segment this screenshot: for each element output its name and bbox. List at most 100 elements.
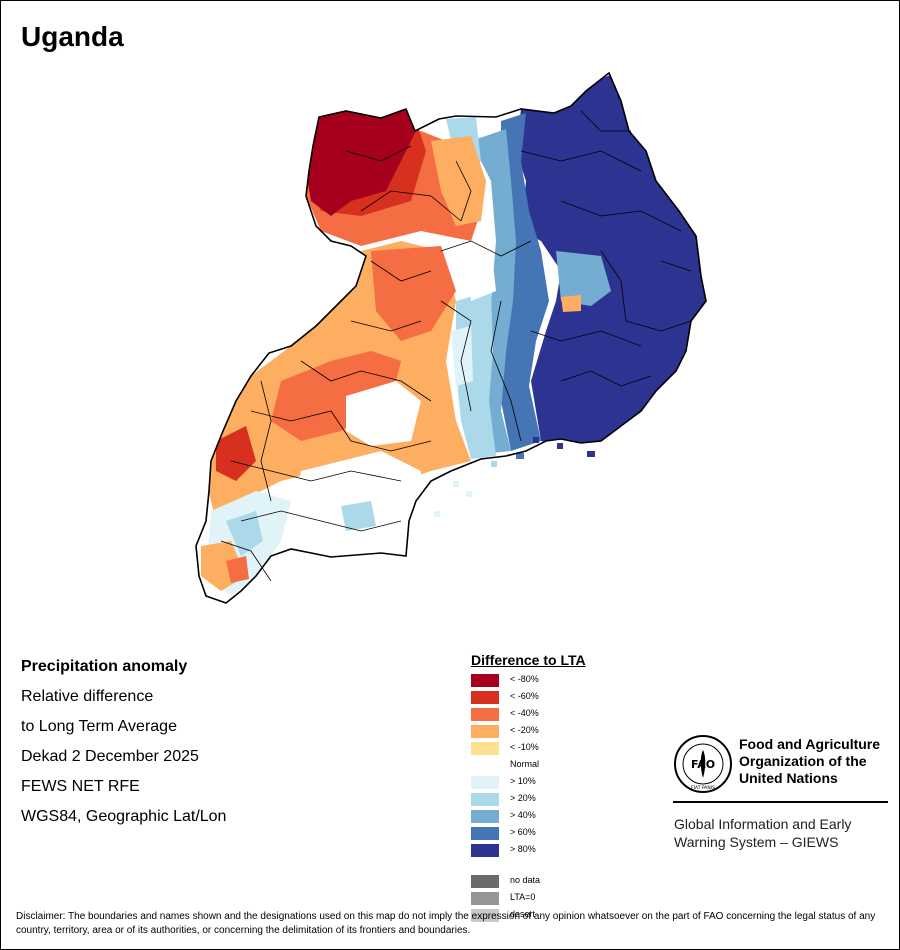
legend-label: < -10% xyxy=(510,742,539,752)
legend-row: > 20% xyxy=(471,792,586,809)
district-line xyxy=(440,240,532,257)
anomaly-zone-normal-north xyxy=(466,246,496,301)
map-info: Precipitation anomaly Relative differenc… xyxy=(21,656,226,836)
legend-extra-label: LTA=0 xyxy=(510,892,536,902)
shore-pixel xyxy=(453,481,459,487)
fao-name-line2: Organization of the xyxy=(739,753,867,769)
legend-items: < -80% < -60% < -40% < -20% < -10% Normal > 10… xyxy=(471,673,586,860)
fao-logo-icon: FAO FIAT PANIS xyxy=(674,735,732,793)
shore-pixel xyxy=(434,511,440,517)
legend-swatch xyxy=(471,810,499,823)
district-line xyxy=(440,300,472,412)
district-line xyxy=(560,370,652,387)
legend-row: < -60% xyxy=(471,690,586,707)
district-line xyxy=(560,200,682,232)
legend-row: < -40% xyxy=(471,707,586,724)
legend-swatch xyxy=(471,674,499,687)
fao-divider xyxy=(673,801,888,803)
disclaimer: Disclaimer: The boundaries and names sho… xyxy=(16,911,876,936)
district-line xyxy=(490,300,522,442)
legend-swatch xyxy=(471,742,499,755)
legend-label: < -80% xyxy=(510,674,539,684)
legend-swatch xyxy=(471,725,499,738)
anomaly-zone-normal-central xyxy=(346,381,421,446)
legend-extra-row: LTA=0 xyxy=(471,891,586,908)
district-line xyxy=(520,150,642,172)
legend-extra-swatch xyxy=(471,875,499,888)
legend-label: < -60% xyxy=(510,691,539,701)
legend-extra-swatch xyxy=(471,909,499,922)
district-line xyxy=(530,330,642,347)
anomaly-zone-lt80-northwest xyxy=(306,109,415,216)
district-line xyxy=(230,460,402,482)
anomaly-zone-lt20-east-spot xyxy=(561,295,581,312)
legend-row: Normal xyxy=(471,758,586,775)
anomaly-zone-gt40-patch xyxy=(556,251,611,306)
legend-row: < -10% xyxy=(471,741,586,758)
legend-swatch xyxy=(471,776,499,789)
legend-label: < -20% xyxy=(510,725,539,735)
legend-row: > 80% xyxy=(471,843,586,860)
legend-row: > 60% xyxy=(471,826,586,843)
legend-row: < -80% xyxy=(471,673,586,690)
district-line xyxy=(240,510,402,532)
district-line xyxy=(300,360,432,402)
legend-row: < -20% xyxy=(471,724,586,741)
giews-line1: Global Information and Early xyxy=(674,816,852,832)
anomaly-zone-gt60-band xyxy=(501,113,549,451)
district-line xyxy=(250,410,432,452)
fao-logo-motto: FIAT PANIS xyxy=(691,785,715,791)
shore-pixel xyxy=(466,491,472,497)
shore-pixel xyxy=(533,437,539,443)
legend-swatch xyxy=(471,793,499,806)
legend-extra-row: desert xyxy=(471,908,586,925)
legend-label: > 20% xyxy=(510,793,536,803)
district-line xyxy=(455,160,472,222)
district-line xyxy=(220,540,272,582)
shore-pixel xyxy=(587,451,595,457)
legend-label: Normal xyxy=(510,759,540,769)
legend-swatch xyxy=(471,759,499,772)
legend-swatch xyxy=(471,708,499,721)
anomaly-zone-lt40-southwest xyxy=(226,556,249,583)
legend-extra-row: no data xyxy=(471,874,586,891)
legend-label: < -40% xyxy=(510,708,539,718)
legend-label: > 10% xyxy=(510,776,536,786)
legend-title: Difference to LTA xyxy=(471,652,586,668)
info-line2: to Long Term Average xyxy=(21,718,177,735)
district-line xyxy=(345,145,412,162)
fao-name-line3: United Nations xyxy=(739,770,838,786)
shore-pixel xyxy=(557,443,563,449)
anomaly-zone-lt20-northcentral xyxy=(431,136,486,226)
district-line xyxy=(600,250,692,332)
district-line xyxy=(260,380,272,502)
map-title: Uganda xyxy=(21,21,124,52)
legend-row: > 40% xyxy=(471,809,586,826)
district-boundaries xyxy=(220,110,692,582)
giews-line2: Warning System – GIEWS xyxy=(674,834,839,850)
legend-swatch xyxy=(471,827,499,840)
legend-swatch xyxy=(471,691,499,704)
district-line xyxy=(660,260,692,272)
info-period: Dekad 2 December 2025 xyxy=(21,748,199,765)
anomaly-zone-gt20-southwest xyxy=(226,511,263,556)
info-source: FEWS NET RFE xyxy=(21,778,140,795)
anomaly-zone-lt60-southwest xyxy=(216,426,256,481)
shore-pixel xyxy=(491,461,497,467)
legend-extra-label: desert xyxy=(510,909,536,919)
legend-swatch xyxy=(471,844,499,857)
fao-name-line1: Food and Agriculture xyxy=(739,736,881,752)
legend: Difference to LTA < -80% < -60% < -40% < -2… xyxy=(471,652,586,925)
district-line xyxy=(580,110,631,132)
district-line xyxy=(350,320,422,332)
legend-extra-label: no data xyxy=(510,875,541,885)
info-heading: Precipitation anomaly xyxy=(21,658,188,675)
info-projection: WGS84, Geographic Lat/Lon xyxy=(21,808,227,825)
info-line1: Relative difference xyxy=(21,688,154,705)
legend-extra-swatch xyxy=(471,892,499,905)
district-line xyxy=(370,260,432,282)
legend-extra: no data LTA=0 desert xyxy=(471,874,586,925)
shore-pixel xyxy=(516,453,524,459)
